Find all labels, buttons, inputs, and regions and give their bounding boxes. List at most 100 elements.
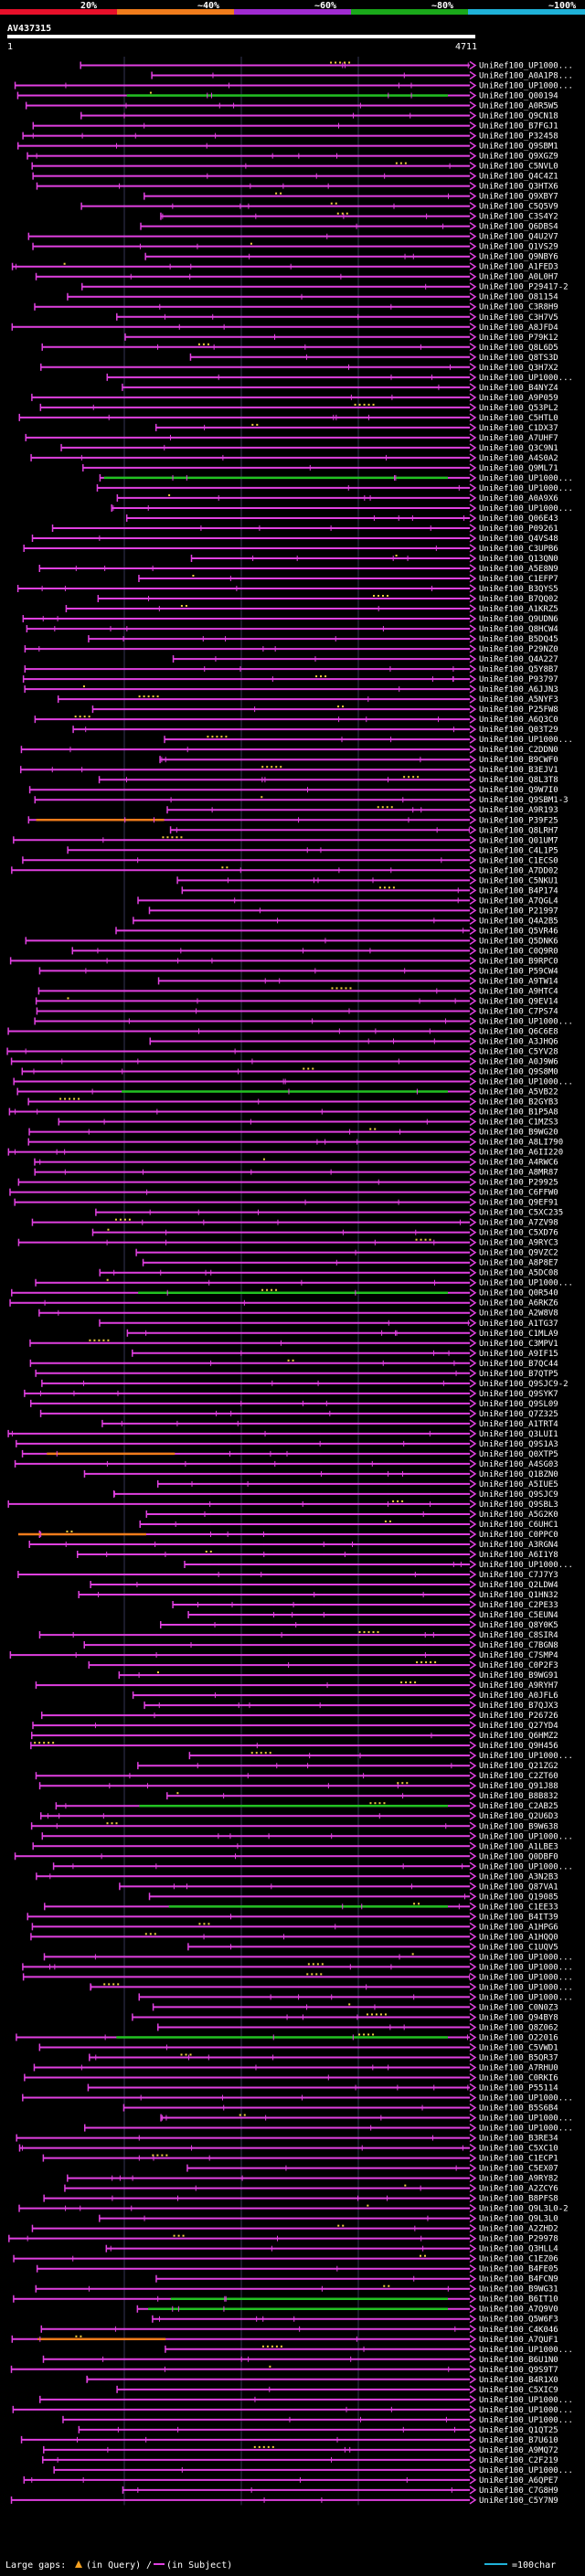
hit-label[interactable]: UniRef100_P55114 xyxy=(479,2084,558,2094)
hit-label[interactable]: UniRef100_A8LI790 xyxy=(479,1139,563,1148)
hit-label[interactable]: UniRef100_A4SG03 xyxy=(479,1460,558,1469)
hit-row[interactable]: UniRef100_B9RPC0 xyxy=(9,956,558,966)
hit-label[interactable]: UniRef100_UP1000... xyxy=(479,2406,573,2415)
hit-row[interactable]: UniRef100_B4IT39 xyxy=(27,1912,558,1922)
hit-row[interactable]: UniRef100_A1TRT4 xyxy=(101,1419,558,1429)
hit-label[interactable]: UniRef100_A1TG37 xyxy=(479,1320,558,1329)
hit-label[interactable]: UniRef100_C1EE33 xyxy=(479,1903,558,1912)
hit-label[interactable]: UniRef100_UP1000... xyxy=(479,2396,573,2405)
hit-row[interactable]: UniRef100_A6Q3C0 xyxy=(34,715,558,725)
hit-row[interactable]: UniRef100_P09261 xyxy=(51,524,558,534)
hit-row[interactable]: UniRef100_C7PS74 xyxy=(36,1006,558,1016)
hit-row[interactable]: UniRef100_A5DC08 xyxy=(99,1268,558,1278)
hit-label[interactable]: UniRef100_P25FW8 xyxy=(479,705,558,715)
hit-row[interactable]: UniRef100_P26726 xyxy=(40,1711,558,1721)
hit-row[interactable]: UniRef100_P25FW8 xyxy=(91,705,558,715)
hit-row[interactable]: UniRef100_Q8TS3D xyxy=(189,353,558,363)
hit-label[interactable]: UniRef100_B4P174 xyxy=(479,886,558,896)
hit-row[interactable]: UniRef100_Q6HMZ2 xyxy=(30,1731,558,1741)
hit-row[interactable]: UniRef100_Q8L6D5 xyxy=(41,343,558,353)
hit-row[interactable]: UniRef100_UP1000... xyxy=(184,1560,573,1570)
hit-label[interactable]: UniRef100_A2ZCY6 xyxy=(479,2185,558,2194)
hit-row[interactable]: UniRef100_A9TW14 xyxy=(157,976,558,986)
hit-row[interactable]: UniRef100_Q9SBL3 xyxy=(7,1500,558,1510)
hit-row[interactable]: UniRef100_C0PPC0 xyxy=(17,1530,558,1540)
hit-row[interactable]: UniRef100_Q9EF91 xyxy=(14,1198,558,1208)
hit-row[interactable]: UniRef100_Q3HLL4 xyxy=(105,2244,558,2254)
hit-row[interactable]: UniRef100_B9CWF0 xyxy=(159,755,558,765)
hit-row[interactable]: UniRef100_A6JJN3 xyxy=(24,684,558,694)
hit-label[interactable]: UniRef100_A1FED3 xyxy=(479,263,558,272)
hit-row[interactable]: UniRef100_C5XC10 xyxy=(18,2143,558,2154)
hit-label[interactable]: UniRef100_Q2LDW4 xyxy=(479,1581,558,1590)
hit-label[interactable]: UniRef100_C5YV28 xyxy=(479,1047,558,1056)
hit-label[interactable]: UniRef100_C1ECS0 xyxy=(479,856,558,865)
hit-label[interactable]: UniRef100_B9WG20 xyxy=(479,1129,558,1138)
hit-label[interactable]: UniRef100_Q0DBF0 xyxy=(479,1852,558,1861)
hit-label[interactable]: UniRef100_C5XD76 xyxy=(479,1229,558,1238)
hit-label[interactable]: UniRef100_Q5W6F3 xyxy=(479,2316,558,2325)
hit-label[interactable]: UniRef100_UP1000... xyxy=(479,736,573,745)
hit-row[interactable]: UniRef100_UP1000... xyxy=(96,483,573,493)
hit-row[interactable]: UniRef100_UP1000... xyxy=(22,2093,573,2104)
hit-label[interactable]: UniRef100_C2DDN0 xyxy=(479,746,558,755)
hit-row[interactable]: UniRef100_P55114 xyxy=(87,2083,558,2094)
hit-label[interactable]: UniRef100_Q8HCW4 xyxy=(479,625,558,634)
hit-row[interactable]: UniRef100_A3N2B3 xyxy=(36,1871,558,1882)
hit-label[interactable]: UniRef100_C7J7Y3 xyxy=(479,1571,558,1580)
hit-label[interactable]: UniRef100_C1EFP7 xyxy=(479,575,558,584)
hit-label[interactable]: UniRef100_C6FFW0 xyxy=(479,1189,558,1198)
hit-label[interactable]: UniRef100_Q01UM7 xyxy=(479,836,558,845)
hit-row[interactable]: UniRef100_UP1000... xyxy=(43,1952,573,1962)
hit-label[interactable]: UniRef100_C7PS74 xyxy=(479,1007,558,1016)
hit-row[interactable]: UniRef100_A1HPG6 xyxy=(31,1922,558,1932)
hit-label[interactable]: UniRef100_A6I1Y8 xyxy=(479,1551,558,1560)
hit-row[interactable]: UniRef100_Q5W6F3 xyxy=(152,2315,558,2325)
hit-label[interactable]: UniRef100_C0RKI6 xyxy=(479,2074,558,2083)
hit-row[interactable]: UniRef100_A1LBE3 xyxy=(32,1841,558,1851)
hit-row[interactable]: UniRef100_A5VB22 xyxy=(16,1087,558,1097)
hit-label[interactable]: UniRef100_C8SIR4 xyxy=(479,1631,558,1640)
hit-row[interactable]: UniRef100_B7QJX3 xyxy=(144,1701,558,1711)
hit-row[interactable]: UniRef100_UP1000... xyxy=(35,1278,573,1288)
hit-label[interactable]: UniRef100_Q5DNK6 xyxy=(479,937,558,946)
hit-row[interactable]: UniRef100_Q8Y0K5 xyxy=(159,1620,558,1630)
hit-label[interactable]: UniRef100_A8P8E7 xyxy=(479,1259,558,1268)
hit-label[interactable]: UniRef100_C2PE33 xyxy=(479,1601,558,1610)
hit-row[interactable]: UniRef100_C3R8H9 xyxy=(34,302,558,313)
hit-row[interactable]: UniRef100_UP1000... xyxy=(62,2415,573,2425)
hit-label[interactable]: UniRef100_A1LBE3 xyxy=(479,1842,558,1851)
hit-row[interactable]: UniRef100_C1MZS3 xyxy=(58,1117,558,1128)
hit-row[interactable]: UniRef100_A9RY82 xyxy=(67,2173,558,2184)
hit-row[interactable]: UniRef100_Q4A2B5 xyxy=(133,916,558,926)
hit-label[interactable]: UniRef100_Q9SL09 xyxy=(479,1400,558,1409)
hit-row[interactable]: UniRef100_Q13QN0 xyxy=(190,554,558,564)
hit-label[interactable]: UniRef100_Q4U2V7 xyxy=(479,233,558,242)
hit-row[interactable]: UniRef100_B8B832 xyxy=(166,1791,558,1801)
hit-row[interactable]: UniRef100_B3QYS5 xyxy=(16,584,558,594)
hit-row[interactable]: UniRef100_Q06E43 xyxy=(125,514,558,524)
hit-row[interactable]: UniRef100_C4K046 xyxy=(40,2325,558,2335)
hit-row[interactable]: UniRef100_B4NYZ4 xyxy=(122,383,558,393)
hit-row[interactable]: UniRef100_C5HTL0 xyxy=(18,413,558,423)
hit-label[interactable]: UniRef100_A3RGN4 xyxy=(479,1541,558,1550)
hit-row[interactable]: UniRef100_Q9S1A3 xyxy=(16,1439,558,1449)
hit-row[interactable]: UniRef100_UP1000... xyxy=(22,1962,573,1972)
hit-label[interactable]: UniRef100_A0JFL6 xyxy=(479,1691,558,1701)
hit-label[interactable]: UniRef100_O81154 xyxy=(479,293,558,302)
hit-row[interactable]: UniRef100_A8JFD4 xyxy=(11,323,558,333)
hit-label[interactable]: UniRef100_Q9L3L0 xyxy=(479,2215,558,2224)
hit-label[interactable]: UniRef100_Q9UDN6 xyxy=(479,615,558,624)
hit-row[interactable]: UniRef100_Q4A227 xyxy=(172,654,558,664)
hit-label[interactable]: UniRef100_A9TW14 xyxy=(479,977,558,986)
hit-row[interactable]: UniRef100_A0JFL6 xyxy=(132,1691,558,1701)
hit-row[interactable]: UniRef100_P59CW4 xyxy=(38,966,558,976)
hit-label[interactable]: UniRef100_Q03T29 xyxy=(479,726,558,735)
hit-label[interactable]: UniRef100_B7U610 xyxy=(479,2436,558,2445)
hit-row[interactable]: UniRef100_UP1000... xyxy=(106,373,573,383)
hit-label[interactable]: UniRef100_C1MLA9 xyxy=(479,1330,558,1339)
hit-label[interactable]: UniRef100_B9W638 xyxy=(479,1822,558,1831)
hit-row[interactable]: UniRef100_A7UHF7 xyxy=(25,433,558,443)
hit-row[interactable]: UniRef100_UP1000... xyxy=(90,1982,573,1992)
hit-row[interactable]: UniRef100_Q8HCW4 xyxy=(26,624,558,634)
